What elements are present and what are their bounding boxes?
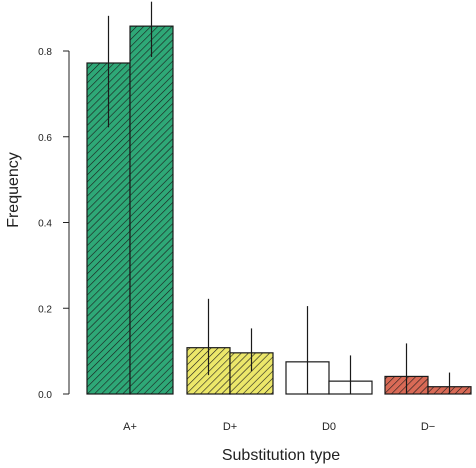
y-axis: 0.0 0.2 0.4 0.6 0.8 — [38, 47, 70, 401]
error-bars — [107, 1, 451, 394]
y-tick-label: 0.6 — [38, 133, 52, 144]
y-tick-label: 0.0 — [38, 390, 52, 401]
x-tick-label: D0 — [322, 421, 336, 433]
x-tick-label: A+ — [123, 421, 137, 433]
y-tick-label: 0.8 — [38, 47, 52, 58]
x-tick-label: D+ — [223, 421, 237, 433]
bar-hatch — [130, 26, 173, 394]
x-axis-labels: A+ D+ D0 D− — [123, 421, 435, 433]
y-tick-label: 0.2 — [38, 304, 52, 315]
x-tick-label: D− — [421, 421, 435, 433]
x-axis-title: Substitution type — [222, 447, 340, 464]
y-axis-title: Frequency — [5, 152, 22, 228]
y-tick-label: 0.4 — [38, 219, 52, 230]
bars — [86, 25, 472, 395]
